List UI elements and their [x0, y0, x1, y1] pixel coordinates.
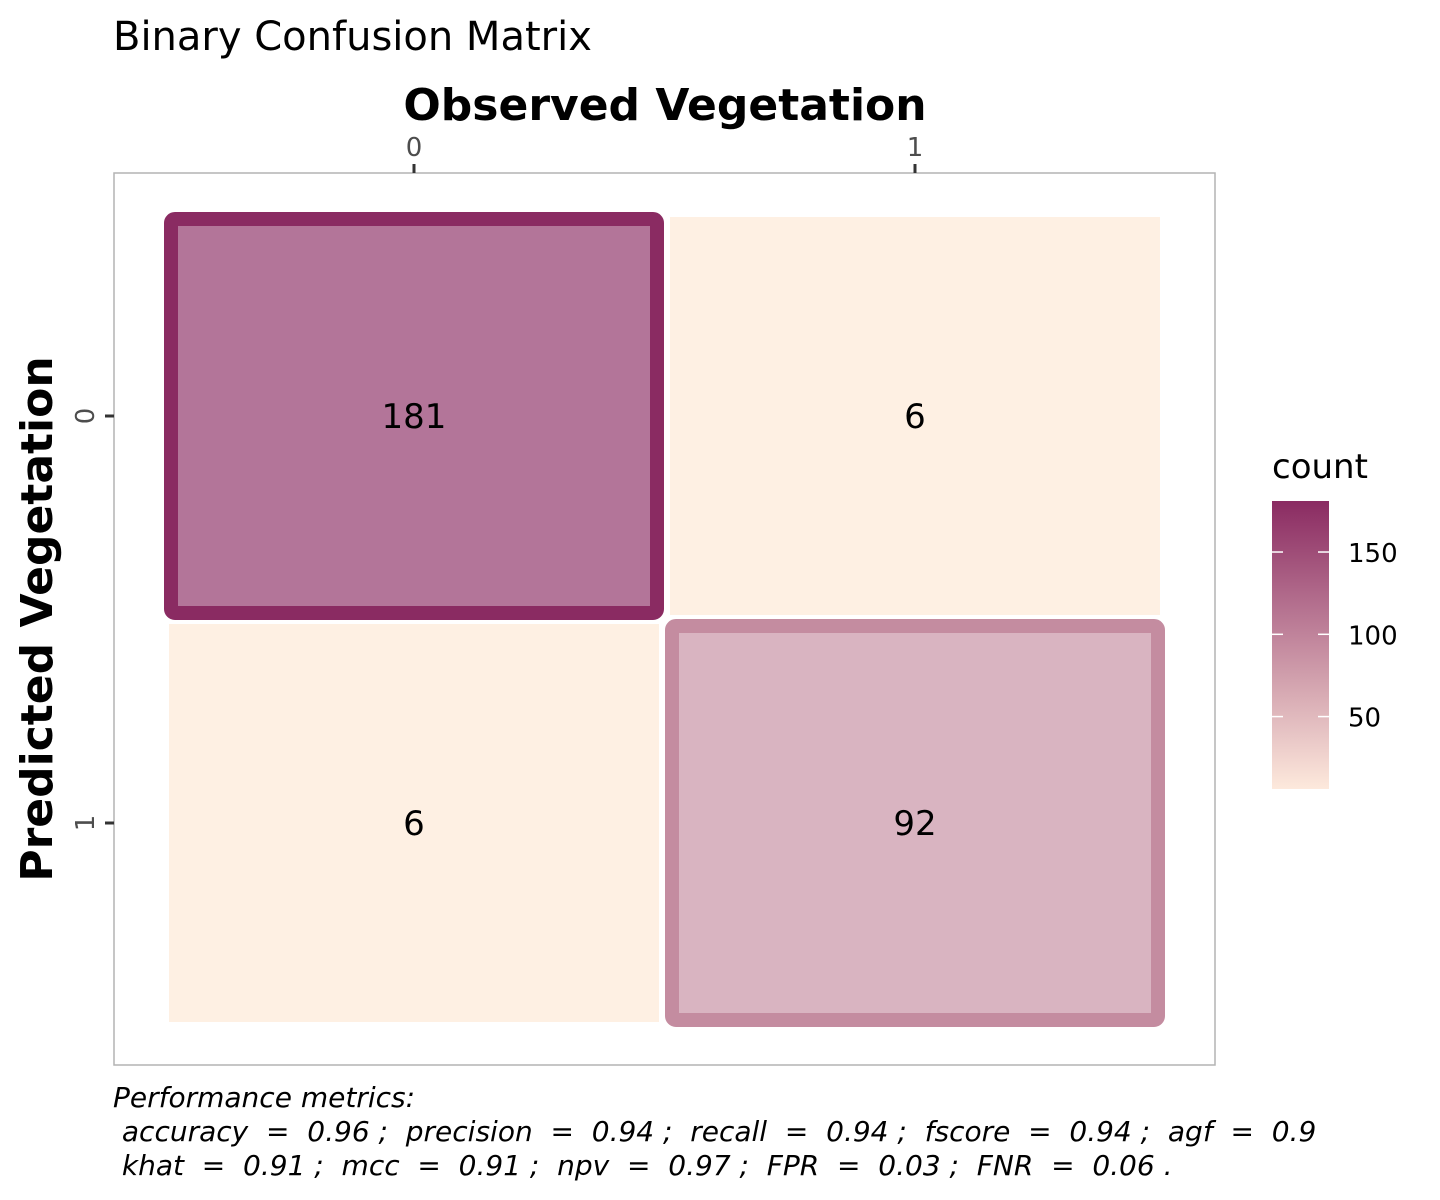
- y-tick-label-1: 1: [71, 815, 101, 832]
- cell-obs1-pred0: [670, 217, 1160, 615]
- caption-heading: Performance metrics:: [113, 1081, 416, 1114]
- cells-layer: 181 6 6 92: [164, 212, 1165, 1027]
- legend-colorbar: [1272, 501, 1329, 789]
- legend-tick-label-150: 150: [1348, 539, 1398, 569]
- legend-title: count: [1272, 447, 1368, 487]
- cell-obs0-pred0: [164, 212, 664, 620]
- x-tick-label-1: 1: [907, 133, 924, 163]
- chart-title: Binary Confusion Matrix: [113, 14, 592, 60]
- cell-obs0-pred0-label: 181: [382, 397, 447, 437]
- cell-obs1-pred0-label: 6: [904, 397, 926, 437]
- legend-tick-label-100: 100: [1348, 621, 1398, 651]
- cell-obs0-pred1: [169, 624, 659, 1022]
- x-axis-label: Observed Vegetation: [403, 80, 926, 131]
- cell-obs0-pred1-label: 6: [403, 804, 425, 844]
- caption-metrics-line-2: khat = 0.91 ; mcc = 0.91 ; npv = 0.97 ; …: [113, 1149, 1173, 1182]
- panel-border: [113, 172, 1216, 1066]
- x-tick-label-0: 0: [406, 133, 423, 163]
- legend-ticks-layer: 150 100 50: [1272, 539, 1398, 734]
- cell-obs1-pred1: [665, 619, 1165, 1027]
- legend-tick-label-50: 50: [1348, 704, 1381, 734]
- axes-layer: 0 1 0 1: [71, 133, 923, 831]
- confusion-matrix-chart: Binary Confusion Matrix Observed Vegetat…: [12, 14, 1398, 1066]
- cell-obs1-pred1-label: 92: [893, 804, 936, 844]
- y-tick-label-0: 0: [71, 408, 101, 425]
- y-axis-label: Predicted Vegetation: [12, 356, 63, 881]
- caption-metrics-line-1: accuracy = 0.96 ; precision = 0.94 ; rec…: [113, 1115, 1317, 1148]
